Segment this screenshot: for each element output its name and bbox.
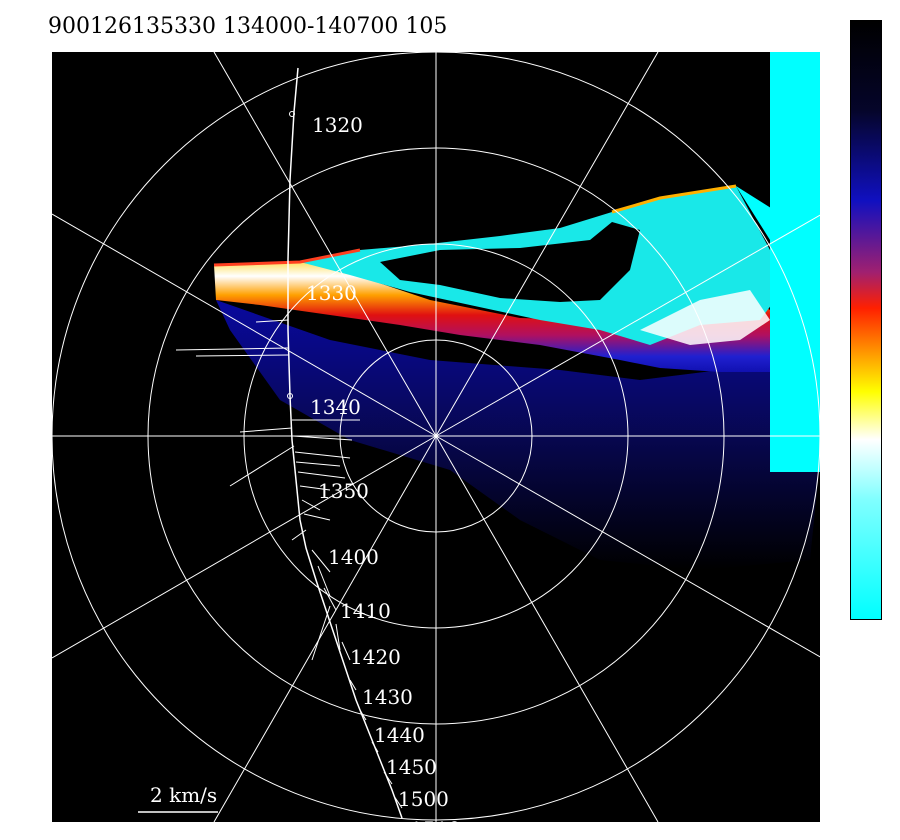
- time-label: 1350: [318, 479, 369, 503]
- track-marker: [287, 393, 293, 399]
- balloon-track: [287, 67, 403, 819]
- echo-band: [214, 262, 810, 380]
- echo-band-top-edge: [213, 248, 361, 267]
- radial-line: [213, 435, 437, 822]
- colorbar: [850, 20, 882, 620]
- time-label: 1430: [362, 685, 413, 709]
- time-label: 1450: [386, 755, 437, 779]
- polar-grid: [52, 52, 820, 822]
- wind-scale: 2 km/s: [138, 783, 218, 813]
- radial-line: [52, 213, 437, 437]
- wind-scale-label: 2 km/s: [150, 783, 217, 807]
- radial-line: [435, 214, 820, 437]
- time-label: 1340: [310, 395, 361, 419]
- time-label: 1400: [328, 545, 379, 569]
- time-label: 1420: [350, 645, 401, 669]
- wind-barbs: [175, 319, 403, 809]
- radial-line: [52, 435, 437, 659]
- echo-white-core: [640, 290, 770, 345]
- echo-edge-wedge: [736, 186, 820, 470]
- time-label: 1510: [410, 817, 461, 840]
- echo-cyan-top-edge: [611, 184, 737, 214]
- time-label: 1330: [306, 281, 357, 305]
- chart-title: 900126135330 134000-140700 105: [48, 14, 448, 39]
- time-label: 1500: [398, 787, 449, 811]
- track-marker: [289, 111, 295, 117]
- time-label: 1440: [374, 723, 425, 747]
- echo-low-intensity: [216, 300, 820, 570]
- echo-cavity: [380, 222, 640, 302]
- radial-line: [435, 435, 659, 822]
- time-label: 1320: [312, 113, 363, 137]
- radial-line: [435, 52, 659, 437]
- radial-line: [435, 435, 820, 658]
- time-label: 1410: [340, 599, 391, 623]
- radial-line: [213, 52, 437, 437]
